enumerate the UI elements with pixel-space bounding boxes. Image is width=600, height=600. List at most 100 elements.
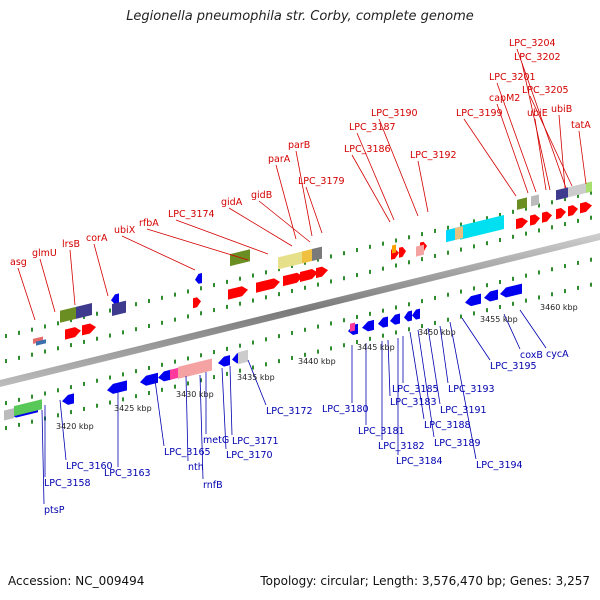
- tick-mark: [486, 308, 488, 313]
- feature-box: [112, 300, 126, 317]
- reverse-gene-arrow: [390, 313, 400, 325]
- gene-label-top[interactable]: tatA: [571, 120, 591, 131]
- gene-label-top[interactable]: LPC_3190: [371, 108, 418, 119]
- gene-label-top[interactable]: ubiE: [527, 108, 548, 119]
- gene-label-bottom[interactable]: LPC_3163: [104, 468, 151, 479]
- tick-mark: [83, 314, 85, 319]
- gene-label-bottom[interactable]: LPC_3182: [378, 441, 425, 452]
- tick-mark: [356, 340, 358, 345]
- tick-mark: [343, 343, 345, 348]
- reverse-gene-arrow: [412, 308, 420, 320]
- tick-mark: [291, 288, 293, 293]
- tick-mark: [5, 334, 7, 339]
- gene-label-bottom[interactable]: LPC_3183: [390, 397, 437, 408]
- kbp-label: 3445 kbp: [357, 343, 395, 352]
- gene-label-top[interactable]: lrsB: [62, 239, 80, 250]
- reverse-gene-arrow: [111, 293, 119, 305]
- leader-line: [516, 48, 567, 189]
- feature-box: [568, 181, 590, 198]
- gene-label-bottom[interactable]: LPC_3172: [266, 406, 313, 417]
- feature-box: [556, 187, 568, 201]
- gene-label-top[interactable]: LPC_3174: [168, 209, 215, 220]
- gene-label-bottom[interactable]: LPC_3170: [226, 450, 273, 461]
- tick-mark: [317, 324, 319, 329]
- tick-mark: [161, 387, 163, 392]
- gene-label-top[interactable]: glmU: [32, 248, 57, 259]
- gene-label-bottom[interactable]: LPC_3185: [392, 384, 439, 395]
- tick-mark: [96, 378, 98, 383]
- gene-label-bottom[interactable]: LPC_3189: [434, 438, 481, 449]
- feature-track: [4, 181, 592, 421]
- leader-line: [185, 375, 189, 462]
- gene-label-top[interactable]: LPC_3192: [410, 150, 457, 161]
- gene-label-bottom[interactable]: coxB: [520, 350, 543, 361]
- tick-mark: [551, 225, 553, 230]
- gene-label-top[interactable]: LPC_3179: [298, 176, 345, 187]
- leader-line: [463, 118, 517, 197]
- tick-mark: [577, 218, 579, 223]
- gene-label-top[interactable]: LPC_3205: [522, 85, 569, 96]
- gene-label-bottom[interactable]: cycA: [546, 349, 569, 360]
- leader-line: [558, 114, 566, 189]
- gene-label-top[interactable]: LPC_3202: [514, 52, 561, 63]
- tick-mark: [187, 314, 189, 319]
- gene-label-bottom[interactable]: ptsP: [44, 505, 65, 516]
- gene-label-top[interactable]: ubiB: [551, 104, 572, 115]
- leader-line: [59, 399, 67, 461]
- tick-mark: [135, 327, 137, 332]
- tick-mark: [70, 410, 72, 415]
- gene-label-bottom[interactable]: LPC_3188: [424, 420, 471, 431]
- gene-label-top[interactable]: gidB: [251, 190, 272, 201]
- gene-label-top[interactable]: asg: [10, 257, 27, 268]
- gene-label-top[interactable]: parA: [268, 154, 291, 165]
- gene-label-bottom[interactable]: LPC_3194: [476, 460, 523, 471]
- tick-mark: [18, 330, 20, 335]
- gene-label-bottom[interactable]: LPC_3171: [232, 436, 279, 447]
- tick-mark: [538, 228, 540, 233]
- leader-line: [417, 160, 429, 213]
- feature-box: [14, 399, 42, 417]
- gene-label-top[interactable]: rfbA: [139, 218, 159, 229]
- tick-mark: [382, 266, 384, 271]
- gene-label-bottom[interactable]: rnfB: [203, 480, 223, 491]
- gene-label-top[interactable]: ubiX: [114, 225, 136, 236]
- gene-label-top[interactable]: LPC_3201: [489, 72, 536, 83]
- gene-label-top[interactable]: LPC_3199: [456, 108, 503, 119]
- leader-line: [41, 409, 45, 505]
- forward-gene-arrow: [82, 323, 96, 336]
- gene-label-top[interactable]: corA: [86, 233, 108, 244]
- gene-label-top[interactable]: capM2: [489, 93, 520, 104]
- tick-mark: [421, 299, 423, 304]
- tick-mark: [356, 315, 358, 320]
- tick-mark: [109, 333, 111, 338]
- gene-label-top[interactable]: gidA: [221, 197, 243, 208]
- gene-label-bottom[interactable]: LPC_3195: [490, 361, 537, 372]
- gene-label-top[interactable]: LPC_3204: [509, 38, 556, 49]
- tick-mark: [304, 327, 306, 332]
- kbp-label: 3450 kbp: [418, 328, 456, 337]
- gene-label-bottom[interactable]: LPC_3160: [66, 461, 113, 472]
- tick-mark: [278, 359, 280, 364]
- gene-label-bottom[interactable]: LPC_3158: [44, 478, 91, 489]
- gene-label-bottom[interactable]: metG: [203, 435, 229, 446]
- tick-mark: [83, 381, 85, 386]
- tick-mark: [200, 378, 202, 383]
- gene-label-bottom[interactable]: LPC_3181: [358, 426, 405, 437]
- gene-label-bottom[interactable]: LPC_3193: [448, 384, 495, 395]
- tick-mark: [96, 311, 98, 316]
- tick-mark: [83, 339, 85, 344]
- gene-label-top[interactable]: LPC_3187: [349, 122, 396, 133]
- feature-box: [350, 322, 355, 332]
- gene-label-bottom[interactable]: nth: [188, 462, 204, 473]
- leader-line: [417, 329, 435, 438]
- gene-label-bottom[interactable]: LPC_3184: [396, 456, 443, 467]
- gene-label-top[interactable]: parB: [288, 140, 310, 151]
- gene-label-top[interactable]: LPC_3186: [344, 144, 391, 155]
- tick-mark: [460, 289, 462, 294]
- gene-label-bottom[interactable]: LPC_3180: [322, 404, 369, 415]
- gene-label-bottom[interactable]: LPC_3165: [164, 447, 211, 458]
- gene-label-bottom[interactable]: LPC_3191: [440, 405, 487, 416]
- leader-line: [496, 103, 529, 194]
- tick-mark: [57, 413, 59, 418]
- reverse-gene-arrow: [195, 273, 202, 284]
